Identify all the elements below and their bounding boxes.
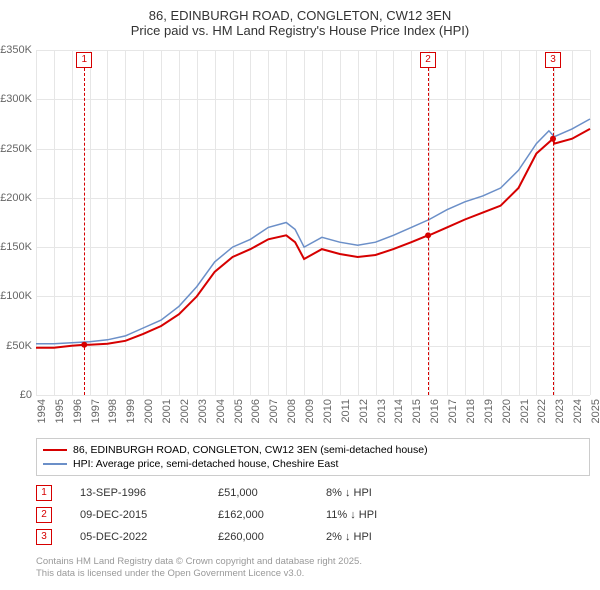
x-tick-label: 2019 xyxy=(483,399,495,423)
line-series-svg xyxy=(36,50,590,395)
sale-row: 2 09-DEC-2015 £162,000 11% ↓ HPI xyxy=(36,504,590,526)
sale-row-date: 13-SEP-1996 xyxy=(80,487,190,499)
attribution-line1: Contains HM Land Registry data © Crown c… xyxy=(36,556,590,568)
x-tick-label: 2024 xyxy=(572,399,584,423)
x-tick-label: 2008 xyxy=(286,399,298,423)
x-tick-label: 2022 xyxy=(536,399,548,423)
series-line xyxy=(36,129,590,348)
grid-line-v xyxy=(590,50,591,395)
legend-swatch xyxy=(43,449,67,451)
x-tick-label: 2025 xyxy=(590,399,600,423)
sale-row-marker: 2 xyxy=(36,507,52,523)
sale-row: 1 13-SEP-1996 £51,000 8% ↓ HPI xyxy=(36,482,590,504)
y-tick-label: £0 xyxy=(20,389,32,401)
x-tick-label: 2018 xyxy=(465,399,477,423)
x-tick-label: 2012 xyxy=(358,399,370,423)
x-tick-label: 2011 xyxy=(340,399,352,423)
y-tick-label: £100K xyxy=(0,290,32,302)
marker-number-box: 2 xyxy=(420,52,436,68)
marker-number-box: 3 xyxy=(545,52,561,68)
x-tick-label: 2001 xyxy=(161,399,173,423)
attribution-line2: This data is licensed under the Open Gov… xyxy=(36,568,590,580)
x-tick-label: 2005 xyxy=(233,399,245,423)
y-tick-label: £200K xyxy=(0,192,32,204)
title-line2: Price paid vs. HM Land Registry's House … xyxy=(10,23,590,38)
x-tick-label: 2013 xyxy=(376,399,388,423)
x-tick-label: 2016 xyxy=(429,399,441,423)
chart-area: 123 £0£50K£100K£150K£200K£250K£300K£350K xyxy=(36,50,590,395)
x-tick-label: 1995 xyxy=(54,399,66,423)
series-line xyxy=(36,119,590,344)
sale-row-marker: 1 xyxy=(36,485,52,501)
attribution: Contains HM Land Registry data © Crown c… xyxy=(36,556,590,581)
x-tick-label: 1999 xyxy=(125,399,137,423)
x-tick-label: 2020 xyxy=(501,399,513,423)
sale-row-price: £51,000 xyxy=(218,487,298,499)
sale-row-date: 09-DEC-2015 xyxy=(80,509,190,521)
x-axis: 1994 1995 1996 1997 1998 1999 2000 2001 2002 2003… xyxy=(36,395,590,435)
x-tick-label: 2021 xyxy=(519,399,531,423)
sale-row-price: £162,000 xyxy=(218,509,298,521)
sale-row-pct: 11% ↓ HPI xyxy=(326,509,426,521)
y-tick-label: £250K xyxy=(0,143,32,155)
title-block: 86, EDINBURGH ROAD, CONGLETON, CW12 3EN … xyxy=(0,0,600,42)
sale-row-marker: 3 xyxy=(36,529,52,545)
legend: 86, EDINBURGH ROAD, CONGLETON, CW12 3EN … xyxy=(36,438,590,476)
sale-row-price: £260,000 xyxy=(218,531,298,543)
x-tick-label: 1997 xyxy=(90,399,102,423)
sales-table: 1 13-SEP-1996 £51,000 8% ↓ HPI 2 09-DEC-2015 £… xyxy=(36,482,590,548)
x-tick-label: 2004 xyxy=(215,399,227,423)
x-tick-label: 2000 xyxy=(143,399,155,423)
legend-row: 86, EDINBURGH ROAD, CONGLETON, CW12 3EN … xyxy=(43,443,583,457)
plot-background: 1 2 3 xyxy=(36,50,590,395)
legend-label: 86, EDINBURGH ROAD, CONGLETON, CW12 3EN … xyxy=(73,444,428,456)
x-tick-label: 2006 xyxy=(250,399,262,423)
x-tick-label: 2003 xyxy=(197,399,209,423)
sale-row: 3 05-DEC-2022 £260,000 2% ↓ HPI xyxy=(36,526,590,548)
legend-row: HPI: Average price, semi-detached house,… xyxy=(43,457,583,471)
x-tick-label: 2010 xyxy=(322,399,334,423)
legend-label: HPI: Average price, semi-detached house,… xyxy=(73,458,338,470)
x-tick-label: 1994 xyxy=(36,399,48,423)
y-tick-label: £50K xyxy=(6,340,32,352)
x-tick-label: 1998 xyxy=(107,399,119,423)
x-tick-label: 2017 xyxy=(447,399,459,423)
legend-swatch xyxy=(43,463,67,465)
x-tick-label: 2007 xyxy=(268,399,280,423)
sale-row-pct: 8% ↓ HPI xyxy=(326,487,426,499)
title-line1: 86, EDINBURGH ROAD, CONGLETON, CW12 3EN xyxy=(10,8,590,23)
y-tick-label: £350K xyxy=(0,44,32,56)
y-axis: £0£50K£100K£150K£200K£250K£300K£350K xyxy=(0,50,36,395)
x-tick-label: 1996 xyxy=(72,399,84,423)
chart-container: 86, EDINBURGH ROAD, CONGLETON, CW12 3EN … xyxy=(0,0,600,590)
y-tick-label: £300K xyxy=(0,93,32,105)
marker-dashed-line xyxy=(428,68,429,395)
sale-row-pct: 2% ↓ HPI xyxy=(326,531,426,543)
x-tick-label: 2009 xyxy=(304,399,316,423)
sale-row-date: 05-DEC-2022 xyxy=(80,531,190,543)
marker-number-box: 1 xyxy=(76,52,92,68)
x-tick-label: 2014 xyxy=(393,399,405,423)
marker-dashed-line xyxy=(84,68,85,395)
x-tick-label: 2015 xyxy=(411,399,423,423)
y-tick-label: £150K xyxy=(0,241,32,253)
x-tick-label: 2023 xyxy=(554,399,566,423)
x-tick-label: 2002 xyxy=(179,399,191,423)
marker-dashed-line xyxy=(553,68,554,395)
